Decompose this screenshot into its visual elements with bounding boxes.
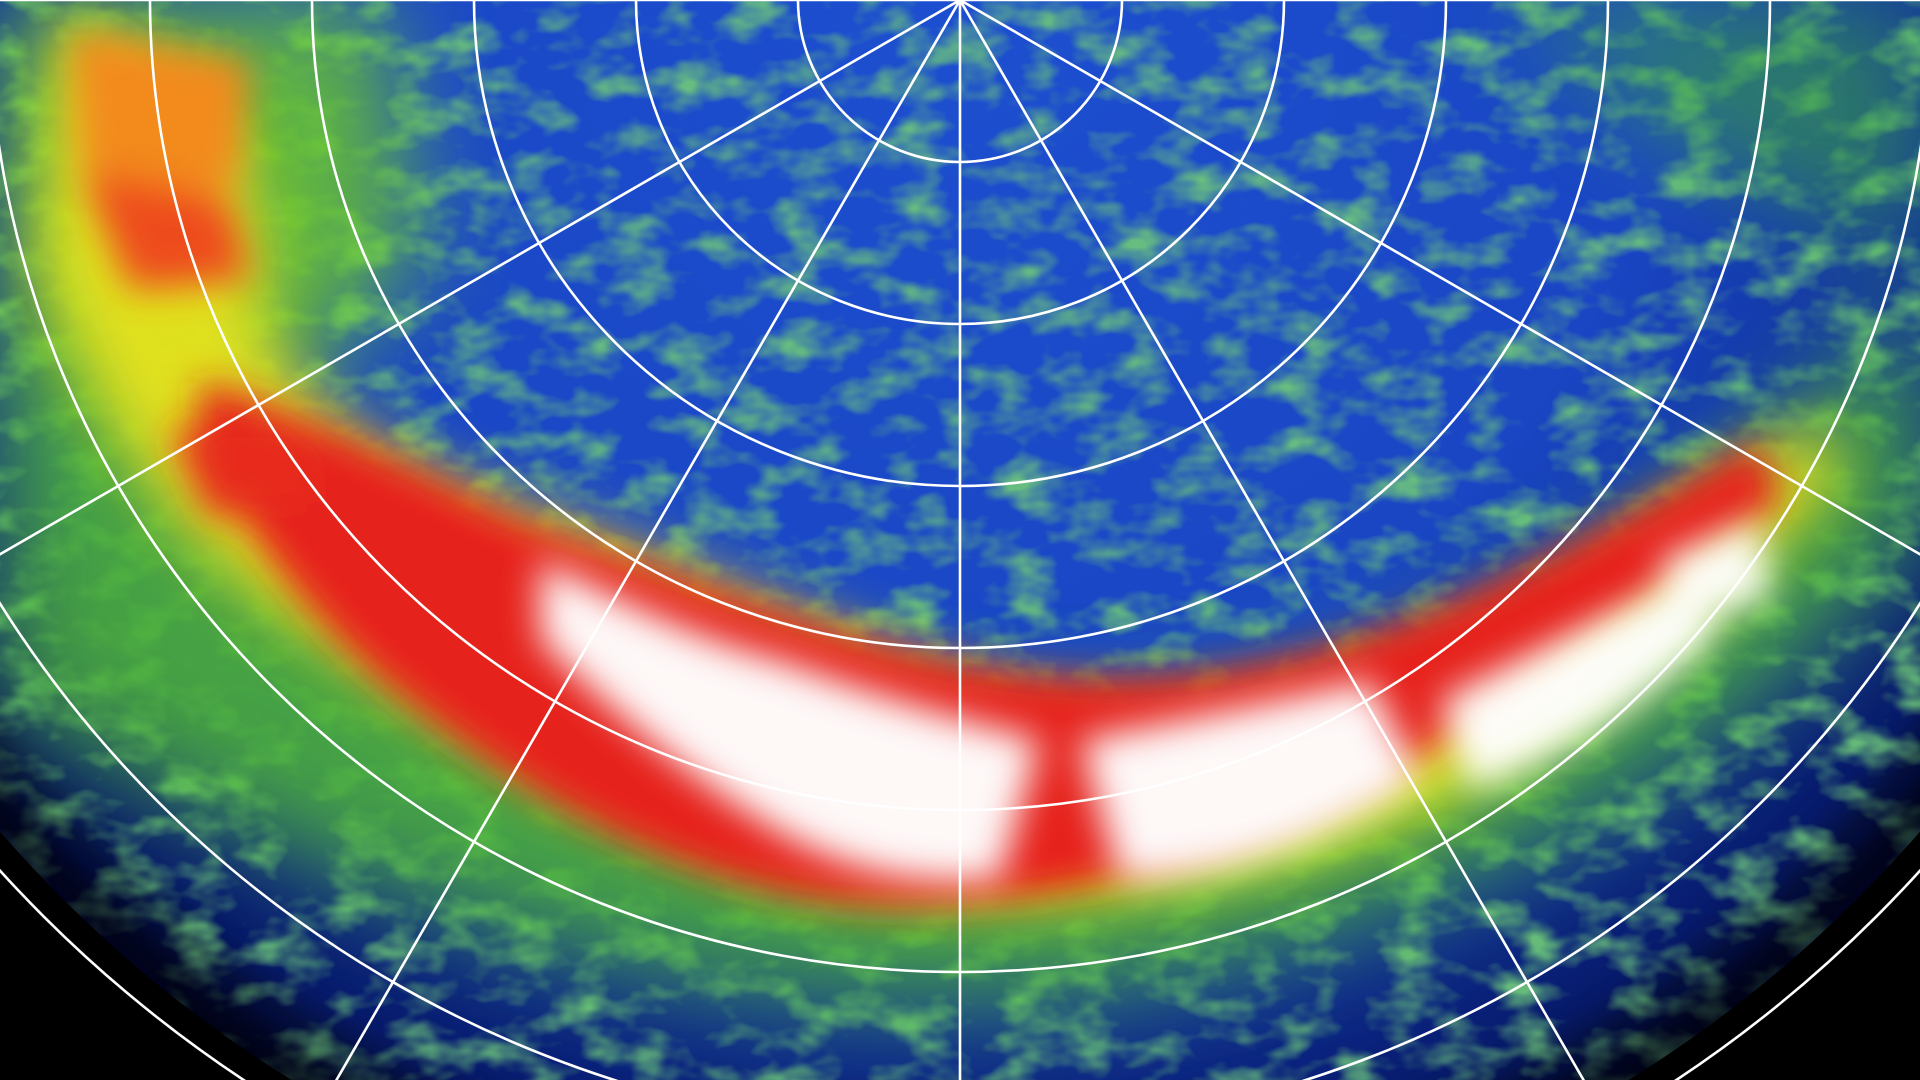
meridian-line [334,0,962,1080]
meridian-line [0,0,961,556]
meridian-line [959,0,1920,556]
meridian-line [958,0,1586,1080]
